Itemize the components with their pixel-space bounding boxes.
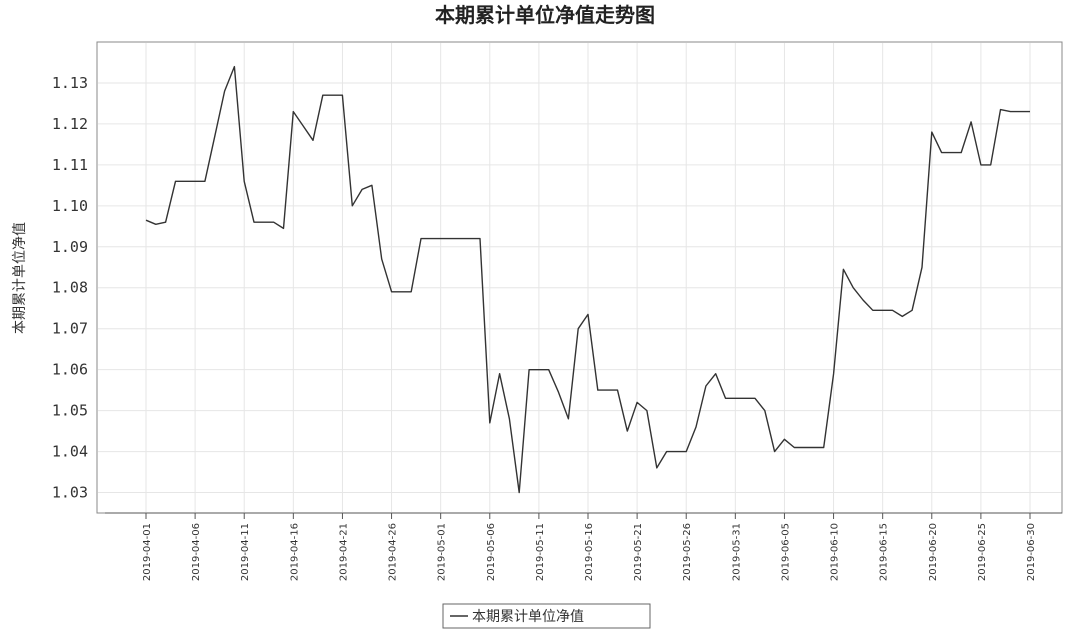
x-tick-label: 2019-05-01 [437, 523, 448, 581]
x-tick-label: 2019-06-15 [879, 523, 890, 581]
grid-layer [98, 43, 1061, 512]
x-tick-label: 2019-04-16 [289, 523, 300, 581]
legend-label: 本期累计单位净值 [472, 609, 584, 625]
y-axis-ticks: 1.03 1.04 1.05 1.06 1.07 1.08 1.09 1.10 1.11 1.12… [52, 74, 88, 502]
series-layer [145, 65, 1030, 494]
x-tick-label: 2019-06-30 [1026, 523, 1037, 581]
x-tick-label: 2019-06-25 [977, 523, 988, 581]
y-tick-label: 1.11 [52, 156, 88, 174]
x-tick-label: 2019-05-16 [584, 523, 595, 581]
x-tick-label: 2019-04-01 [142, 523, 153, 581]
series-line [145, 65, 1030, 494]
x-tick-label: 2019-05-06 [486, 523, 497, 581]
x-tick-label: 2019-04-21 [338, 523, 349, 581]
legend: 本期累计单位净值 [442, 603, 651, 629]
chart-title: 本期累计单位净值走势图 [435, 3, 655, 27]
y-tick-label: 1.03 [52, 484, 88, 502]
y-tick-label: 1.13 [52, 74, 88, 92]
x-tick-label: 2019-05-31 [731, 523, 742, 581]
x-tick-label: 2019-05-26 [682, 523, 693, 581]
x-tick-label: 2019-04-26 [388, 523, 399, 581]
x-tick-label: 2019-04-11 [240, 523, 251, 581]
y-tick-label: 1.04 [52, 443, 88, 461]
plot-area-border [96, 41, 1063, 514]
y-tick-label: 1.10 [52, 197, 88, 215]
x-tick-label: 2019-06-10 [830, 523, 841, 581]
y-tick-label: 1.06 [52, 361, 88, 379]
y-axis-label: 本期累计单位净值 [12, 222, 28, 334]
y-tick-label: 1.08 [52, 279, 88, 297]
x-tick-label: 2019-06-05 [780, 523, 791, 581]
y-tick-label: 1.07 [52, 320, 88, 338]
x-tick-label: 2019-04-06 [191, 523, 202, 581]
x-tick-label: 2019-05-21 [633, 523, 644, 581]
x-tick-label: 2019-05-11 [535, 523, 546, 581]
y-tick-label: 1.05 [52, 402, 88, 420]
legend-box [442, 603, 651, 629]
y-tick-label: 1.09 [52, 238, 88, 256]
x-tick-label: 2019-06-20 [928, 523, 939, 581]
y-tick-label: 1.12 [52, 115, 88, 133]
x-axis-ticks: 2019-04-01 2019-04-06 2019-04-11 2019-04-16… [142, 513, 1037, 581]
